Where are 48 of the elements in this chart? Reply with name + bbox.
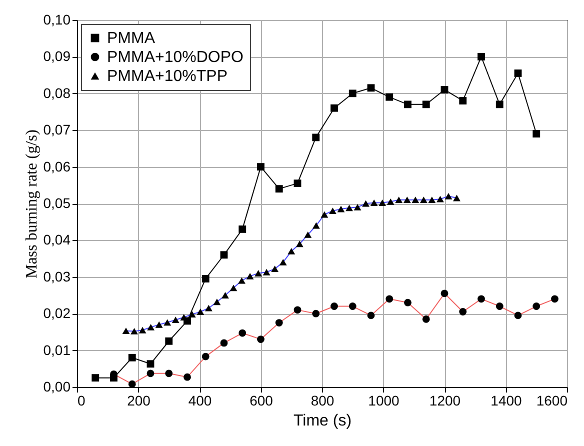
legend-label: PMMA+10%TPP [107, 68, 228, 85]
x-tick-label: 1400 [490, 392, 522, 408]
point [422, 100, 430, 108]
point [532, 130, 540, 138]
y-tick-label: 0,06 [43, 158, 71, 174]
legend-label: PMMA+10%DOPO [107, 49, 244, 66]
point [128, 354, 136, 362]
point [367, 84, 375, 92]
point [294, 180, 302, 188]
point [330, 104, 338, 112]
y-tick-label: 0,00 [43, 378, 71, 394]
x-tick-label: 200 [127, 392, 151, 408]
y-tick-label: 0,04 [43, 232, 71, 248]
point [440, 86, 448, 94]
x-tick-label: 0 [78, 392, 86, 408]
point [146, 360, 154, 368]
point [202, 275, 210, 282]
point [404, 100, 412, 108]
point [165, 337, 173, 345]
y-tick-label: 0,07 [43, 122, 71, 138]
x-tick-label: 1600 [536, 392, 568, 408]
point [92, 374, 100, 382]
y-tick-label: 0,09 [43, 48, 71, 64]
x-tick-label: 1000 [368, 392, 400, 408]
point [386, 93, 394, 101]
y-tick-label: 0,10 [43, 12, 71, 28]
point [220, 251, 228, 259]
y-tick-label: 0,08 [43, 84, 71, 101]
y-tick-label: 0,03 [43, 268, 71, 284]
point [257, 163, 264, 171]
legend-label: PMMA [107, 30, 156, 47]
x-tick-label: 600 [250, 392, 274, 408]
x-tick-label: 1200 [429, 392, 461, 408]
point [348, 90, 356, 98]
point [238, 225, 246, 233]
x-axis-title: Time (s) [293, 412, 352, 430]
point [496, 100, 504, 108]
x-tick-label: 800 [310, 392, 334, 408]
y-tick-label: 0,01 [43, 342, 71, 358]
y-tick-label: 0,02 [43, 305, 71, 322]
x-tick-label: 400 [188, 392, 212, 408]
point [478, 52, 485, 60]
point [459, 97, 467, 104]
point [275, 185, 283, 193]
y-tick-label: 0,05 [43, 195, 71, 211]
point [514, 70, 522, 77]
y-axis-title: Mass burning rate (g/s) [23, 130, 40, 278]
point [312, 134, 320, 142]
